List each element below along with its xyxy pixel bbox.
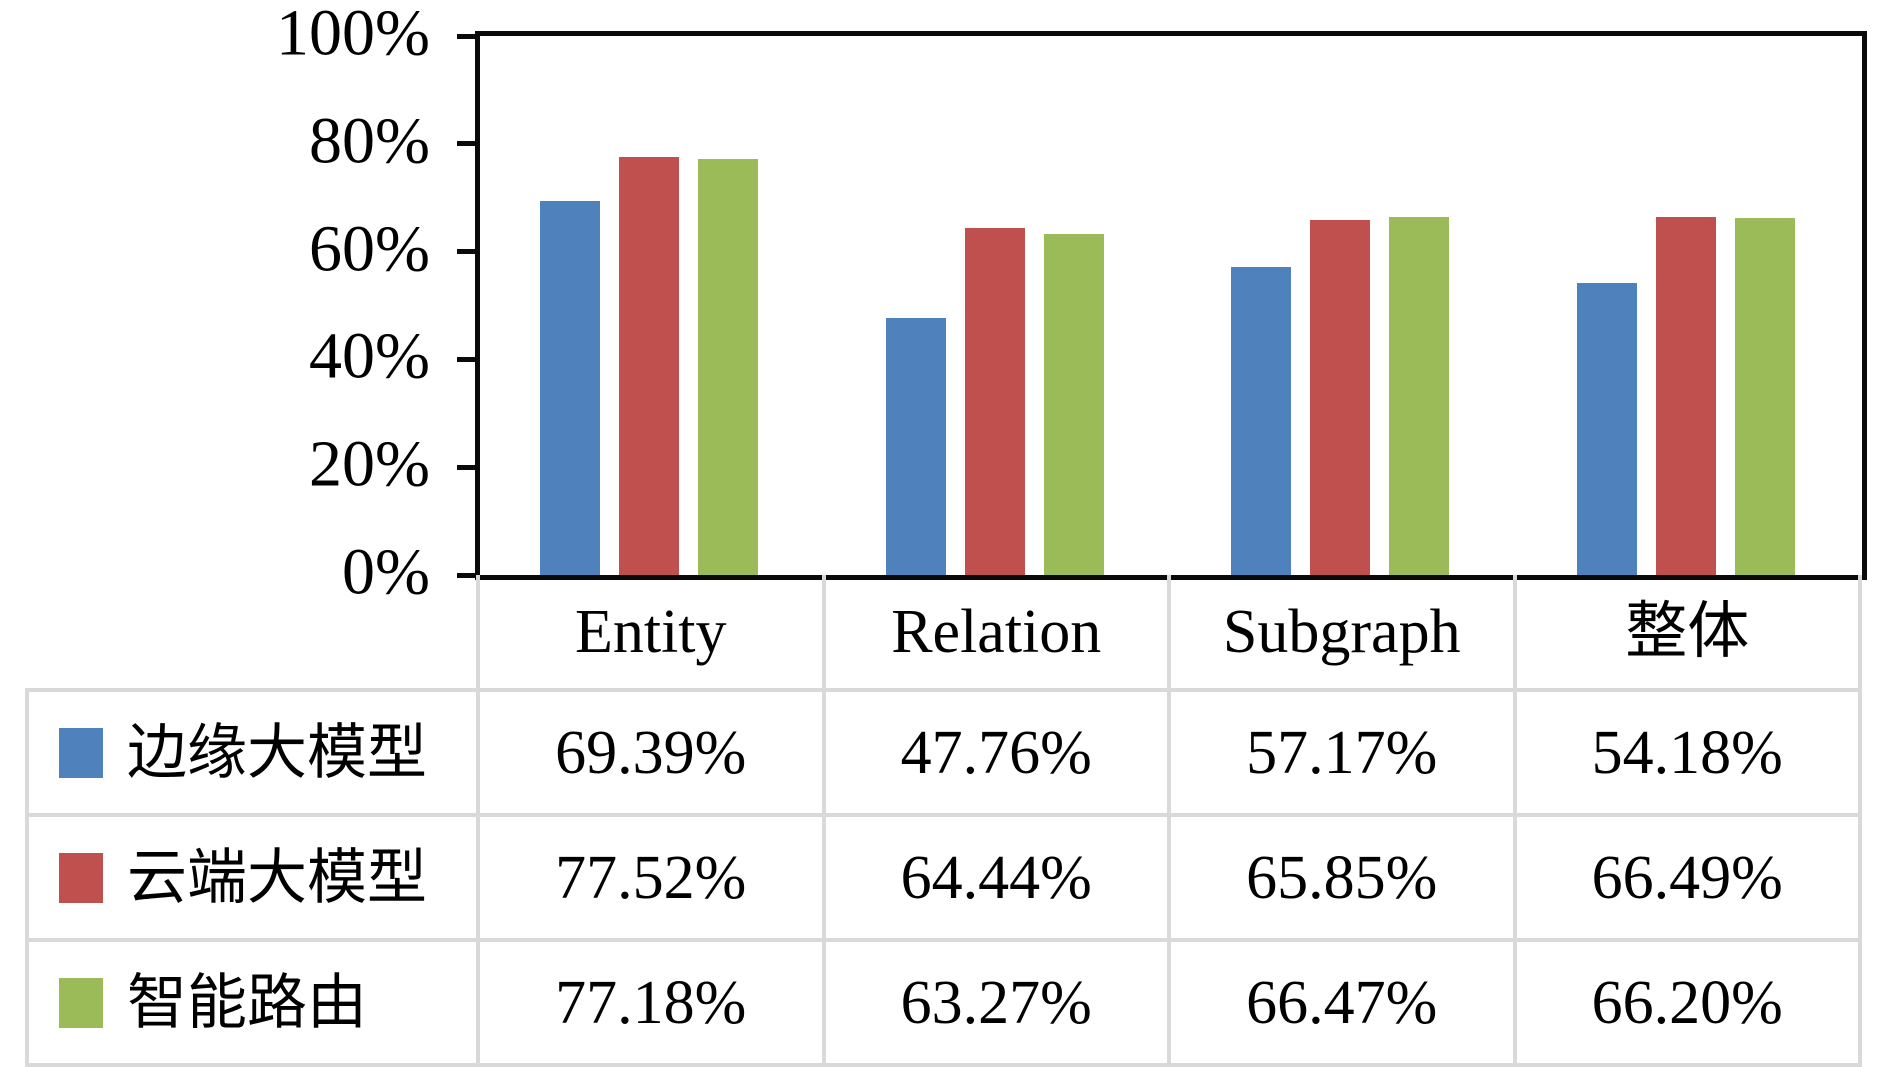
legend-cell-series1: 边缘大模型 [25, 692, 480, 817]
legend-label: 云端大模型 [127, 844, 427, 911]
y-axis-tick-mark [457, 141, 475, 147]
bar-series3-subgraph [1389, 216, 1449, 575]
plot-area [457, 31, 1867, 580]
legend-swatch-icon [59, 977, 103, 1028]
y-axis-tick-mark [457, 33, 475, 39]
bar-series2-整体 [1655, 216, 1716, 575]
category-header-subgraph: Subgraph [1171, 575, 1517, 692]
y-axis-tick-mark [457, 356, 475, 362]
bar-series1-relation [885, 317, 946, 575]
value-cell-series1-entity: 69.39% [480, 692, 826, 817]
table-corner-cell [25, 575, 480, 692]
y-axis-tick-label: 60% [309, 211, 430, 285]
y-axis-tick-mark [457, 572, 475, 578]
value-cell-series2-entity: 77.52% [480, 817, 826, 942]
legend-swatch-icon [59, 727, 103, 778]
y-axis-tick-label: 0% [342, 535, 430, 609]
bar-series2-subgraph [1310, 220, 1370, 575]
value-cell-series3-entity: 77.18% [480, 942, 826, 1067]
bar-series1-整体 [1576, 282, 1637, 575]
bar-series2-entity [619, 157, 679, 575]
legend-cell-series3: 智能路由 [25, 942, 480, 1067]
y-axis-tick-label: 20% [309, 427, 430, 501]
bar-series2-relation [964, 227, 1025, 575]
value-cell-series1-整体: 54.18% [1516, 692, 1862, 817]
y-axis-tick-label: 80% [309, 104, 430, 178]
y-axis-tick-mark [457, 464, 475, 470]
value-cell-series3-relation: 63.27% [825, 942, 1171, 1067]
y-axis-tick-label: 100% [276, 0, 430, 70]
value-cell-series2-整体: 66.49% [1516, 817, 1862, 942]
y-axis-tick-label: 40% [309, 319, 430, 393]
bar-series3-entity [698, 159, 758, 575]
value-cell-series3-subgraph: 66.47% [1171, 942, 1517, 1067]
y-axis-labels: 0% 20% 40% 60% 80% 100% [0, 0, 430, 620]
legend-label: 边缘大模型 [127, 719, 427, 786]
y-axis-tick-mark [457, 249, 475, 255]
value-cell-series1-subgraph: 57.17% [1171, 692, 1517, 817]
value-cell-series3-整体: 66.20% [1516, 942, 1862, 1067]
category-header-relation: Relation [825, 575, 1171, 692]
value-cell-series1-relation: 47.76% [825, 692, 1171, 817]
bar-series1-subgraph [1231, 266, 1291, 575]
legend-swatch-icon [59, 852, 103, 903]
legend-cell-series2: 云端大模型 [25, 817, 480, 942]
data-table: Entity Relation Subgraph 整体边缘大模型 69.39% 47.76… [25, 575, 1862, 1067]
value-cell-series2-subgraph: 65.85% [1171, 817, 1517, 942]
category-header-整体: 整体 [1516, 575, 1862, 692]
bar-series3-relation [1043, 233, 1104, 575]
legend-label: 智能路由 [127, 969, 367, 1036]
bar-series3-整体 [1734, 218, 1795, 575]
value-cell-series2-relation: 64.44% [825, 817, 1171, 942]
category-header-entity: Entity [480, 575, 826, 692]
bar-series1-entity [540, 201, 600, 575]
